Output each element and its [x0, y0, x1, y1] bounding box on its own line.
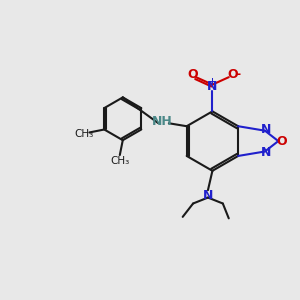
- Text: O: O: [227, 68, 238, 81]
- Text: N: N: [207, 80, 218, 93]
- Text: O: O: [277, 135, 287, 148]
- Text: -: -: [236, 68, 241, 81]
- Text: N: N: [261, 123, 272, 136]
- Text: N: N: [261, 146, 272, 160]
- Text: +: +: [208, 77, 215, 86]
- Text: N: N: [203, 189, 213, 202]
- Text: CH₃: CH₃: [74, 129, 94, 139]
- Text: O: O: [187, 68, 198, 81]
- Text: CH₃: CH₃: [110, 156, 129, 166]
- Text: NH: NH: [152, 115, 173, 128]
